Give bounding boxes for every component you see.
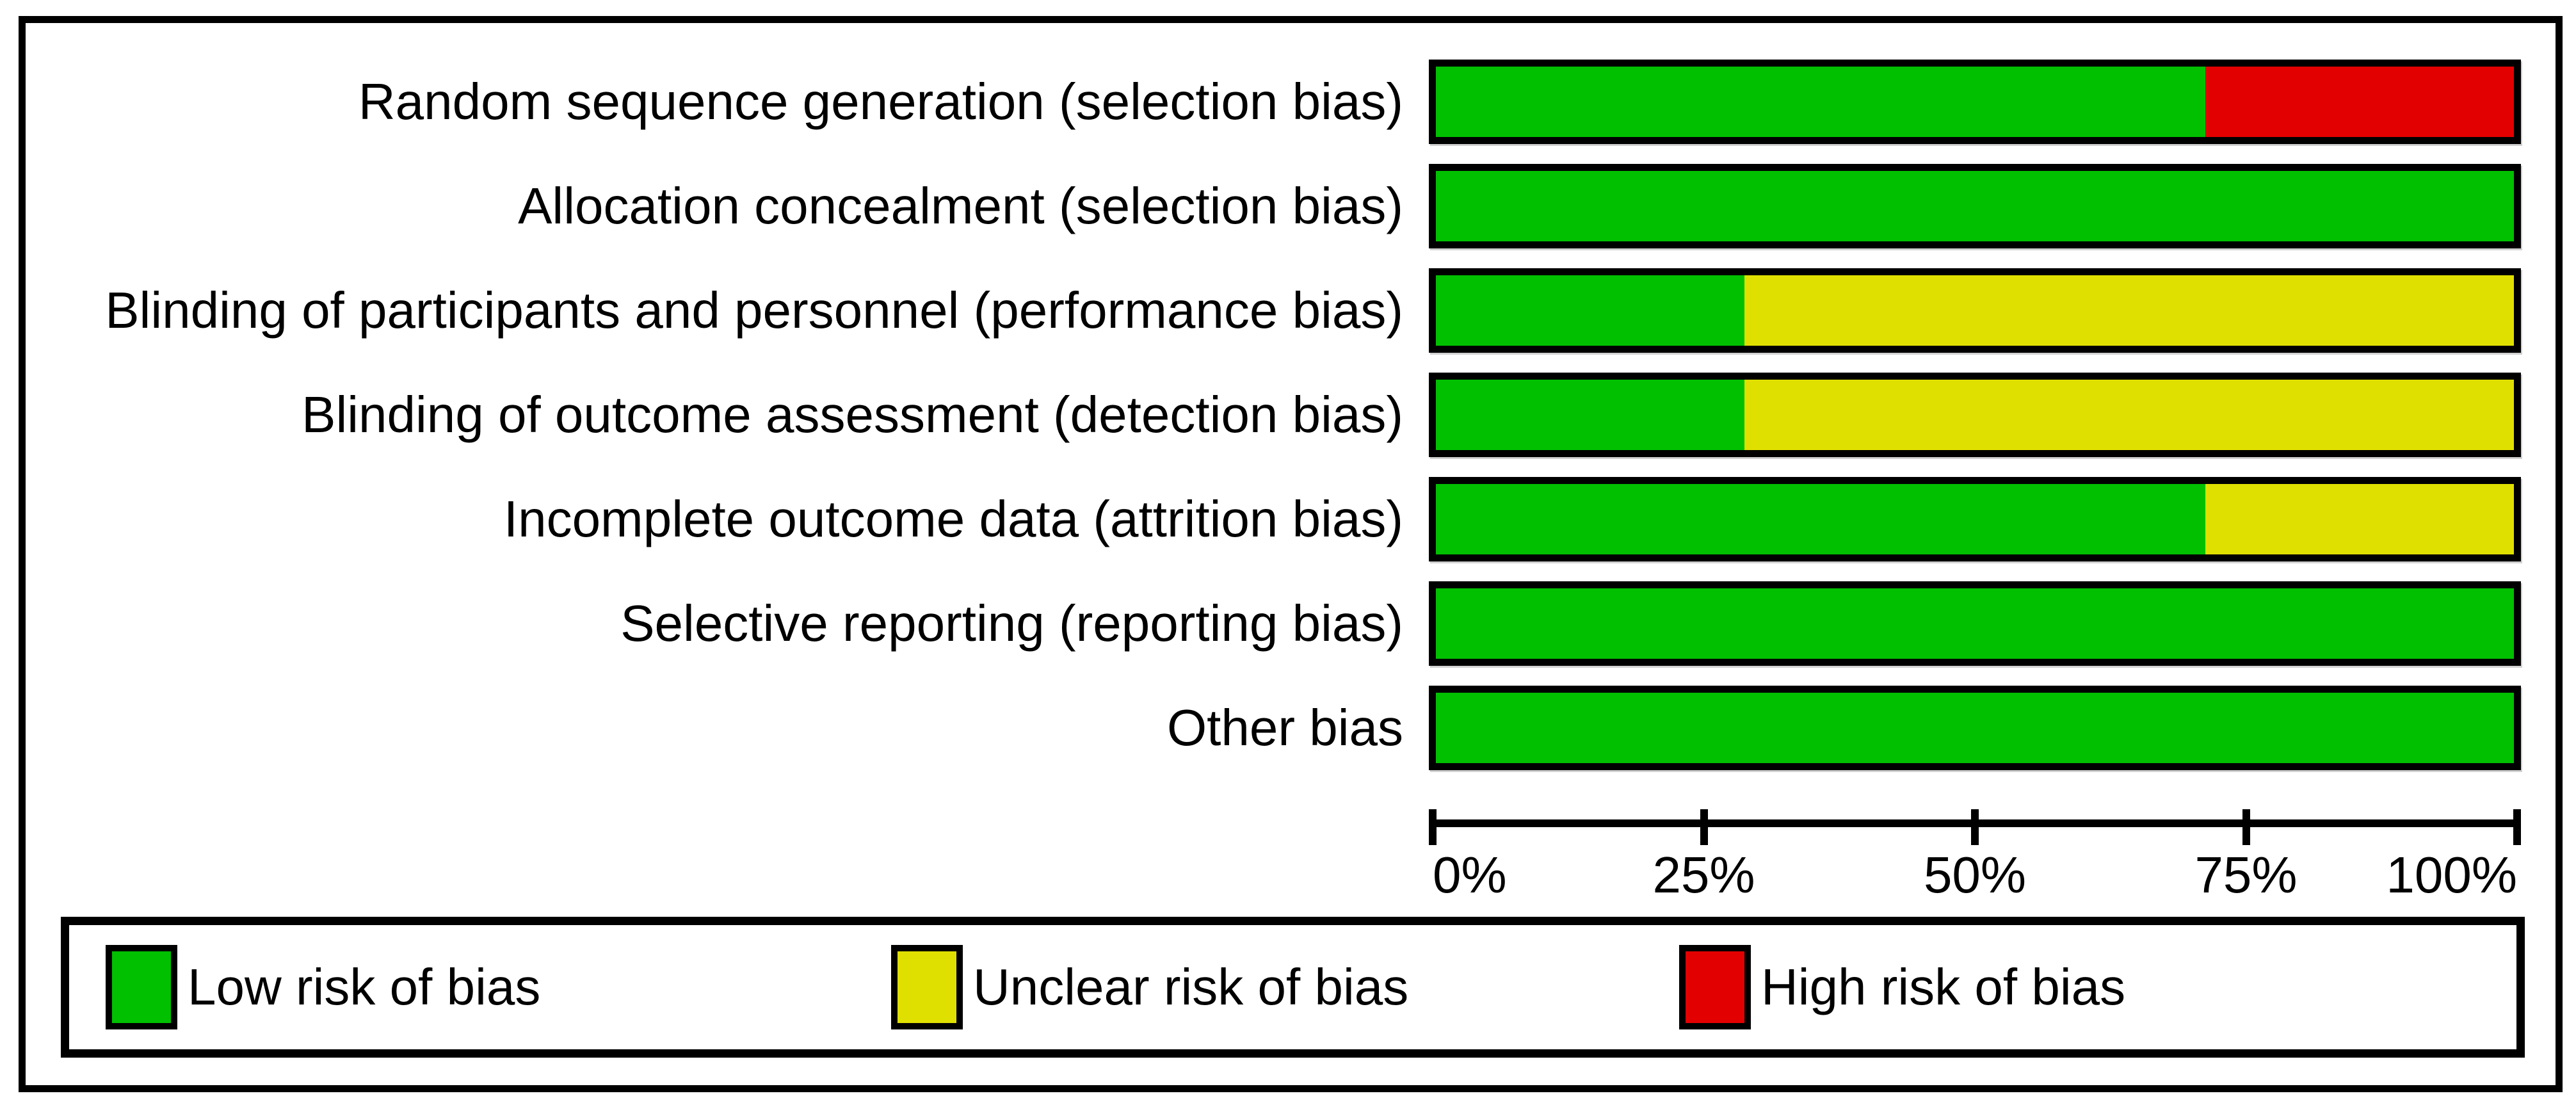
axis-tick-75 xyxy=(2242,809,2250,845)
category-label-random-sequence-generation-selection-bias: Random sequence generation (selection bi… xyxy=(358,73,1403,130)
bar-segment-low-risk-of-bias xyxy=(1436,171,2514,241)
legend-item-high-risk-of-bias: High risk of bias xyxy=(1679,925,2125,1049)
bar-segment-high-risk-of-bias xyxy=(2205,67,2514,137)
legend-box: Low risk of bias Unclear risk of bias High… xyxy=(61,917,2525,1058)
stacked-bar-blinding-of-participants-and-personnel-performance-bias xyxy=(1429,268,2521,353)
stacked-bar-other-bias xyxy=(1429,686,2521,770)
bar-segment-unclear-risk-of-bias xyxy=(1744,275,2514,346)
legend-label-unclear-risk-of-bias: Unclear risk of bias xyxy=(973,958,1409,1015)
stacked-bar-selective-reporting-reporting-bias xyxy=(1429,581,2521,666)
axis-tick-label-100: 100% xyxy=(2386,846,2517,903)
bar-segment-low-risk-of-bias xyxy=(1436,67,2206,137)
bar-segment-low-risk-of-bias xyxy=(1436,275,1744,346)
axis-tick-label-75: 75% xyxy=(2194,846,2298,903)
stacked-bar-allocation-concealment-selection-bias xyxy=(1429,164,2521,248)
legend-swatch-low-risk-of-bias xyxy=(106,945,177,1029)
bar-segment-low-risk-of-bias xyxy=(1436,693,2514,763)
bar-segment-unclear-risk-of-bias xyxy=(1744,380,2514,450)
category-label-incomplete-outcome-data-attrition-bias: Incomplete outcome data (attrition bias) xyxy=(503,490,1403,547)
bar-segment-low-risk-of-bias xyxy=(1436,380,1744,450)
category-label-selective-reporting-reporting-bias: Selective reporting (reporting bias) xyxy=(620,595,1403,652)
legend-swatch-high-risk-of-bias xyxy=(1679,945,1751,1029)
axis-tick-50 xyxy=(1971,809,1979,845)
legend-item-unclear-risk-of-bias: Unclear risk of bias xyxy=(891,925,1408,1049)
axis-tick-label-25: 25% xyxy=(1652,846,1755,903)
category-label-blinding-of-outcome-assessment-detection-bias: Blinding of outcome assessment (detectio… xyxy=(302,386,1403,443)
stacked-bar-blinding-of-outcome-assessment-detection-bias xyxy=(1429,373,2521,457)
category-label-blinding-of-participants-and-personnel-performance-bias: Blinding of participants and personnel (… xyxy=(105,282,1403,339)
axis-tick-100 xyxy=(2513,809,2521,845)
bar-segment-low-risk-of-bias xyxy=(1436,484,2206,554)
legend-label-high-risk-of-bias: High risk of bias xyxy=(1761,958,2126,1015)
legend-item-low-risk-of-bias: Low risk of bias xyxy=(106,925,540,1049)
axis-tick-label-50: 50% xyxy=(1923,846,2027,903)
bar-segment-unclear-risk-of-bias xyxy=(2205,484,2514,554)
axis-tick-label-0: 0% xyxy=(1433,846,1507,903)
stacked-bar-incomplete-outcome-data-attrition-bias xyxy=(1429,477,2521,561)
bar-segment-low-risk-of-bias xyxy=(1436,588,2514,659)
legend-swatch-unclear-risk-of-bias xyxy=(891,945,963,1029)
axis-tick-0 xyxy=(1429,809,1437,845)
category-label-allocation-concealment-selection-bias: Allocation concealment (selection bias) xyxy=(518,177,1403,234)
category-label-other-bias: Other bias xyxy=(1166,699,1403,756)
legend-label-low-risk-of-bias: Low risk of bias xyxy=(188,958,541,1015)
stacked-bar-random-sequence-generation-selection-bias xyxy=(1429,60,2521,144)
axis-tick-25 xyxy=(1700,809,1708,845)
